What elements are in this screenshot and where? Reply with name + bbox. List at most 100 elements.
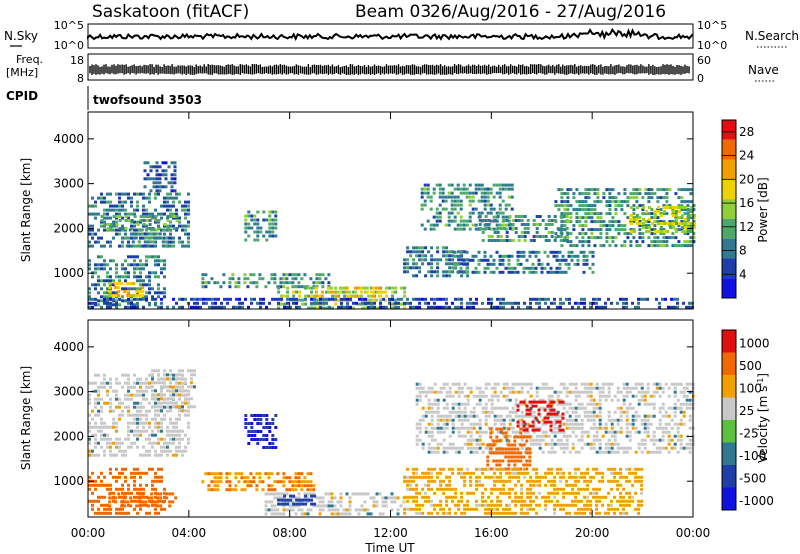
range-cell xyxy=(650,212,654,216)
range-cell xyxy=(360,492,364,496)
range-cell xyxy=(575,200,579,204)
range-cell xyxy=(301,502,305,506)
range-cell xyxy=(459,254,463,258)
range-cell xyxy=(453,266,457,270)
range-cell xyxy=(636,218,639,221)
range-cell xyxy=(486,258,490,262)
range-cell xyxy=(158,165,162,169)
range-cell xyxy=(306,488,310,492)
range-cell xyxy=(472,422,476,426)
range-cell xyxy=(682,386,686,390)
range-cell xyxy=(154,301,157,305)
range-cell xyxy=(538,446,542,450)
range-cell xyxy=(478,426,482,430)
range-cell xyxy=(584,204,588,208)
range-cell xyxy=(456,183,460,187)
range-cell xyxy=(456,203,460,207)
range-cell xyxy=(112,220,115,224)
range-cell xyxy=(261,488,265,492)
range-cell xyxy=(492,451,496,455)
range-cell xyxy=(516,250,520,254)
range-cell xyxy=(598,402,602,406)
range-cell xyxy=(653,236,657,240)
range-cell xyxy=(136,393,139,397)
range-cell xyxy=(172,224,175,228)
range-cell xyxy=(399,504,403,508)
range-cell xyxy=(133,259,136,263)
range-cell xyxy=(327,504,331,508)
range-cell xyxy=(103,377,106,381)
range-cell xyxy=(136,275,139,279)
range-cell xyxy=(448,418,452,422)
range-cell xyxy=(451,262,455,266)
range-cell xyxy=(553,301,556,305)
range-cell xyxy=(160,437,163,441)
range-cell xyxy=(106,216,109,220)
range-cell xyxy=(638,236,642,240)
range-cell xyxy=(172,227,176,230)
range-cell xyxy=(238,305,241,309)
range-cell xyxy=(478,386,482,390)
range-cell xyxy=(510,455,514,459)
range-cell xyxy=(160,449,163,453)
range-cell xyxy=(555,412,559,416)
range-cell xyxy=(391,286,395,290)
range-cell xyxy=(629,192,633,196)
range-cell xyxy=(632,208,636,212)
range-cell xyxy=(121,244,124,248)
range-cell xyxy=(424,246,428,250)
range-cell xyxy=(537,262,541,266)
range-cell xyxy=(148,212,151,216)
range-cell xyxy=(271,222,275,226)
range-cell xyxy=(249,273,253,277)
range-cell xyxy=(377,290,381,294)
range-cell xyxy=(637,305,640,309)
range-cell xyxy=(271,442,275,445)
range-cell xyxy=(274,222,278,226)
range-cell xyxy=(415,250,419,254)
range-cell xyxy=(151,212,154,216)
range-cell xyxy=(112,389,115,393)
range-cell xyxy=(664,410,668,414)
range-cell xyxy=(489,427,493,431)
range-cell xyxy=(184,244,187,248)
range-cell xyxy=(151,385,154,389)
range-cell xyxy=(580,301,583,305)
range-cell xyxy=(676,438,680,442)
range-cell xyxy=(587,212,591,216)
range-cell xyxy=(586,418,590,422)
range-cell xyxy=(526,219,530,222)
range-cell xyxy=(438,211,442,215)
range-cell xyxy=(574,301,577,305)
range-cell xyxy=(668,224,672,228)
range-cell xyxy=(152,240,156,244)
range-cell xyxy=(689,240,693,244)
range-cell xyxy=(201,281,205,285)
range-cell xyxy=(316,298,320,302)
range-cell xyxy=(163,369,166,373)
range-cell xyxy=(229,297,232,301)
range-cell xyxy=(650,244,654,248)
range-cell xyxy=(184,393,187,397)
range-cell xyxy=(493,418,497,422)
range-cell xyxy=(643,414,647,418)
range-cell xyxy=(271,218,275,222)
range-cell xyxy=(157,397,160,401)
range-cell xyxy=(490,239,494,242)
range-cell xyxy=(139,232,142,236)
range-cell xyxy=(136,433,139,437)
range-cell xyxy=(313,306,317,310)
range-cell xyxy=(136,487,139,491)
range-cell xyxy=(184,397,187,401)
range-cell xyxy=(187,413,190,417)
range-cell xyxy=(442,507,446,511)
range-cell xyxy=(513,270,517,274)
range-cell xyxy=(480,187,484,191)
range-cell xyxy=(115,397,118,401)
range-cell xyxy=(168,504,172,508)
range-cell xyxy=(433,410,437,414)
range-cell xyxy=(670,305,673,309)
range-cell xyxy=(124,267,127,271)
range-cell xyxy=(598,418,602,422)
range-cell xyxy=(160,204,163,208)
